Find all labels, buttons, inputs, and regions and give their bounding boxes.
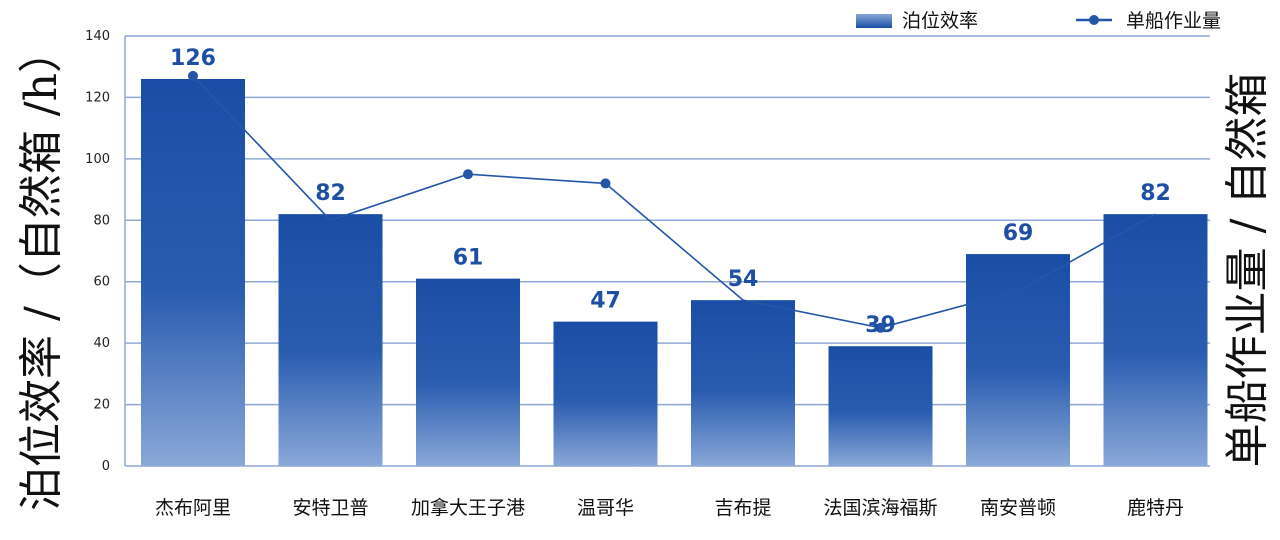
line-point bbox=[188, 70, 198, 81]
legend-bar-swatch bbox=[856, 14, 892, 28]
bar bbox=[416, 278, 520, 466]
bar bbox=[1103, 214, 1208, 466]
y-tick-label: 120 bbox=[85, 90, 110, 105]
bar bbox=[141, 79, 245, 466]
line-series bbox=[188, 70, 1156, 333]
x-tick-label: 吉布提 bbox=[714, 497, 771, 519]
bar-value-label: 54 bbox=[728, 267, 759, 292]
y-axis-ticks: 0 20 40 60 80 100 120 140 bbox=[85, 29, 110, 474]
x-tick-label: 安特卫普 bbox=[292, 497, 368, 519]
x-axis-ticks: 杰布阿里 安特卫普 加拿大王子港 温哥华 吉布提 法国滨海福斯 南安普顿 鹿特丹 bbox=[155, 496, 1184, 519]
bar-series bbox=[141, 79, 1208, 466]
bar-value-label: 39 bbox=[865, 313, 896, 338]
y-tick-label: 100 bbox=[85, 152, 110, 167]
y-axis-title-right: 单船作业量 / 自然箱 bbox=[1222, 73, 1273, 468]
x-tick-label: 温哥华 bbox=[577, 497, 634, 519]
legend-line-marker bbox=[1089, 15, 1099, 25]
x-tick-label: 加拿大王子港 bbox=[411, 496, 525, 519]
x-tick-label: 鹿特丹 bbox=[1127, 497, 1184, 519]
bar-value-label: 82 bbox=[1140, 181, 1171, 206]
y-tick-label: 0 bbox=[102, 459, 110, 474]
y-tick-label: 80 bbox=[93, 213, 110, 228]
data-labels: 126 82 61 47 54 39 69 82 bbox=[170, 46, 1171, 338]
bar-value-label: 47 bbox=[590, 289, 621, 314]
bar-value-label: 69 bbox=[1003, 221, 1034, 246]
bar-value-label: 61 bbox=[453, 246, 484, 271]
line-point bbox=[463, 169, 473, 180]
line-point bbox=[600, 178, 611, 189]
x-tick-label: 南安普顿 bbox=[980, 497, 1056, 519]
bar bbox=[553, 321, 658, 466]
y-tick-label: 140 bbox=[85, 29, 110, 44]
y-axis-title-left: 泊位效率 /（自然箱 /h） bbox=[16, 29, 67, 511]
bar-value-label: 126 bbox=[170, 46, 216, 71]
bar bbox=[966, 254, 1070, 466]
y-tick-label: 40 bbox=[93, 336, 110, 351]
y-tick-label: 20 bbox=[93, 398, 110, 413]
x-tick-label: 杰布阿里 bbox=[155, 497, 231, 519]
bar bbox=[691, 300, 795, 466]
legend-line-label: 单船作业量 bbox=[1126, 10, 1221, 32]
line-point bbox=[875, 322, 886, 333]
bar-value-label: 82 bbox=[315, 181, 346, 206]
x-tick-label: 法国滨海福斯 bbox=[823, 497, 937, 519]
bar bbox=[278, 214, 383, 466]
legend-bar-label: 泊位效率 bbox=[902, 10, 978, 32]
line-path bbox=[192, 75, 1156, 329]
y-tick-label: 60 bbox=[93, 275, 110, 290]
bar bbox=[828, 346, 933, 466]
legend: 泊位效率 单船作业量 bbox=[856, 10, 1221, 32]
